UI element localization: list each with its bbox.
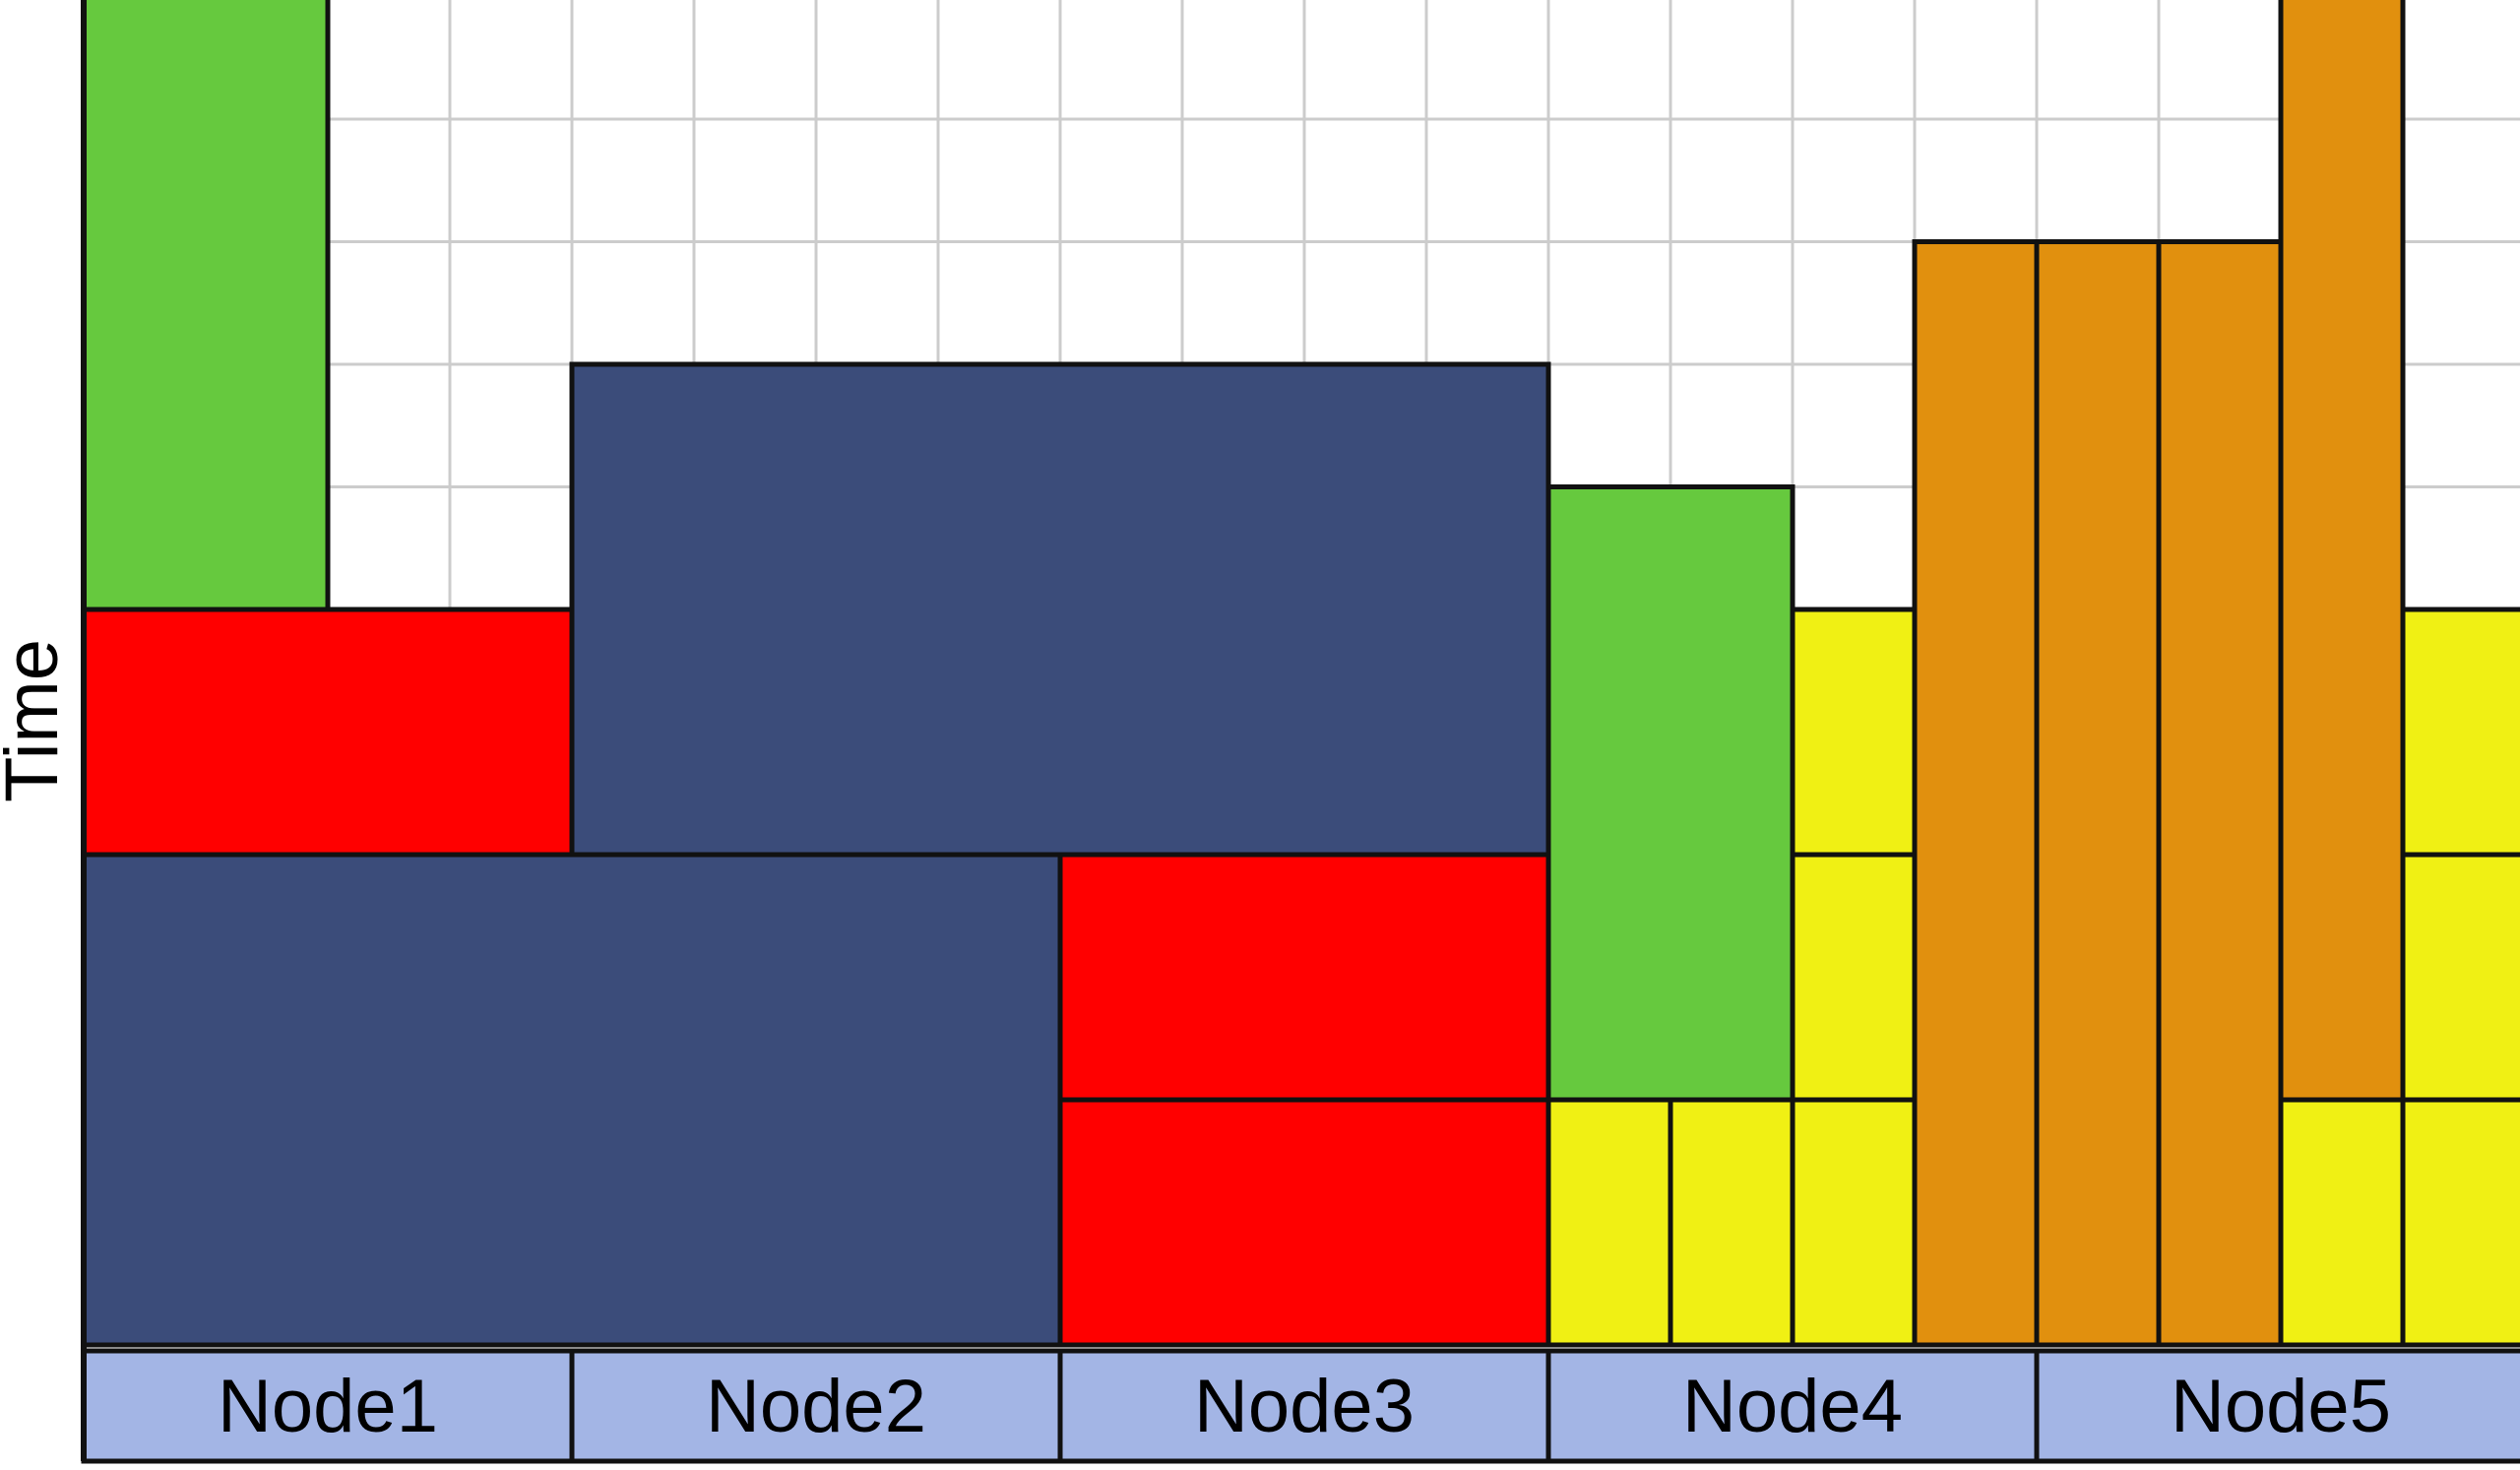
job-block-yellow [1668,1097,1796,1348]
job-block-yellow [1790,1097,1918,1348]
job-block-yellow [1790,607,1918,858]
job-block-green [81,0,331,612]
node-cell [1057,1348,1551,1464]
job-blocks [81,0,2520,1348]
job-block-yellow [1790,852,1918,1103]
job-block-orange [2278,0,2406,1103]
job-block-green [1545,484,1796,1103]
node-label: Node3 [1194,1365,1415,1448]
node-cell [2034,1348,2520,1464]
job-block-yellow [2278,1097,2406,1348]
job-block-yellow [2400,852,2520,1103]
node-label: Node1 [218,1365,438,1448]
job-block-yellow [2400,1097,2520,1348]
job-block-orange [2034,239,2162,1348]
job-block-orange [1912,239,2040,1348]
job-block-navy [569,361,1551,858]
job-block-red [81,607,575,858]
y-axis-label: Time [0,639,74,802]
node-bar: Node1 Node2 Node3 Node4 Node5 [81,0,2520,1464]
job-block-yellow [2400,607,2520,858]
node-label: Node2 [706,1365,926,1448]
job-block-red [1057,1097,1551,1348]
job-block-navy [81,852,1063,1348]
node-label: Node4 [1682,1365,1903,1448]
job-block-orange [2156,239,2284,1348]
job-block-yellow [1545,1097,1673,1348]
job-block-red [1057,852,1551,1103]
node-label: Node5 [2171,1365,2391,1448]
node-cell [81,1348,575,1464]
